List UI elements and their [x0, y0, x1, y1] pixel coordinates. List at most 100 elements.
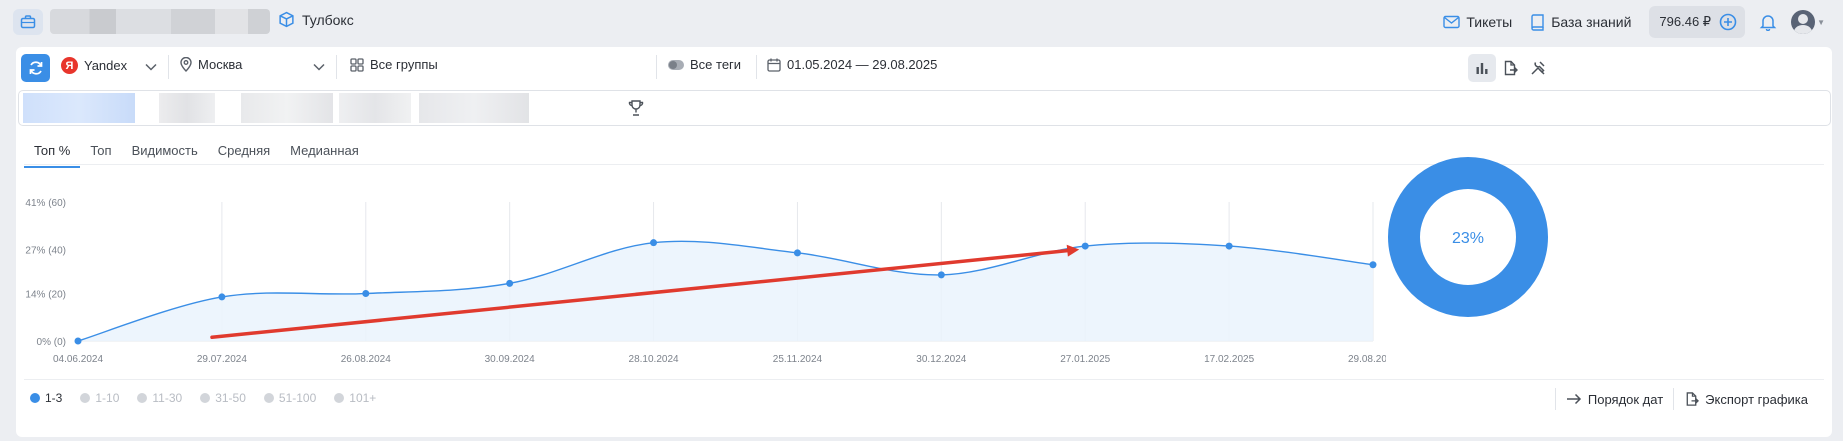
top-bar: Тулбокс Тикеты База знаний 796.46 ₽ [0, 0, 1843, 44]
trophy-icon[interactable] [627, 99, 645, 117]
legend-dot-icon [80, 393, 91, 403]
report-panel: Я Yandex Москва Все группы Вс [16, 47, 1832, 437]
metric-tabs: Топ % Топ Видимость Средняя Медианная [24, 140, 369, 168]
search-engine-select[interactable]: Я Yandex [61, 57, 127, 74]
tab-2[interactable]: Видимость [131, 143, 198, 158]
data-point[interactable] [1081, 242, 1089, 250]
chart-view-button[interactable] [1468, 54, 1496, 82]
data-point[interactable] [1225, 242, 1233, 250]
legend-item[interactable]: 1-3 [30, 391, 62, 405]
tickets-link[interactable]: Тикеты [1443, 14, 1512, 30]
file-export-icon [1686, 392, 1700, 406]
data-point[interactable] [506, 279, 514, 287]
location-pin-icon [180, 57, 192, 72]
refresh-button[interactable] [21, 54, 50, 82]
cube-icon [279, 11, 294, 28]
data-point[interactable] [650, 239, 658, 247]
export-button[interactable] [1496, 54, 1524, 82]
tags-select[interactable]: Все теги [668, 57, 741, 72]
donut-chart: 23% [1388, 157, 1548, 317]
legend-label: 11-30 [152, 391, 183, 405]
legend-dot-icon [263, 393, 274, 403]
data-point[interactable] [362, 290, 370, 298]
y-tick-label: 14% (20) [25, 290, 66, 301]
groups-value: Все группы [370, 57, 438, 72]
series-area [78, 241, 1373, 341]
legend-item[interactable]: 1-10 [80, 391, 119, 405]
balance-value: 796.46 ₽ [1659, 14, 1712, 29]
toolbox-link[interactable]: Тулбокс [278, 11, 354, 28]
legend-item[interactable]: 51-100 [263, 391, 317, 405]
tab-4[interactable]: Медианная [290, 143, 359, 158]
x-tick-label: 27.01.2025 [1060, 354, 1110, 365]
donut-ring [1388, 157, 1548, 317]
x-tick-label: 26.08.2024 [341, 354, 391, 365]
search-engine-value: Yandex [84, 58, 128, 73]
x-tick-label: 30.12.2024 [916, 354, 966, 365]
filters-bar: Я Yandex Москва Все группы Вс [16, 47, 1832, 87]
legend-dot-icon [137, 393, 148, 403]
briefcase-icon [20, 15, 36, 29]
mail-icon [1443, 15, 1461, 29]
legend-item[interactable]: 11-30 [137, 391, 182, 405]
legend-dot-icon [334, 393, 345, 403]
keyword-chip-redacted[interactable] [159, 93, 215, 123]
tab-3[interactable]: Средняя [217, 143, 271, 158]
tickets-label: Тикеты [1466, 14, 1513, 30]
legend-item[interactable]: 101+ [334, 391, 376, 405]
series-line [77, 240, 1374, 342]
chevron-down-icon[interactable] [313, 63, 325, 71]
x-tick-label: 17.02.2025 [1204, 354, 1254, 365]
keyword-chip-redacted[interactable] [339, 93, 411, 123]
date-order-button[interactable]: Порядок дат [1556, 387, 1673, 411]
yandex-logo-icon: Я [61, 57, 78, 74]
y-tick-label: 27% (40) [25, 245, 66, 256]
knowledge-base-label: База знаний [1551, 14, 1632, 30]
chevron-down-icon[interactable]: ▼ [1817, 17, 1825, 27]
refresh-icon [29, 61, 42, 75]
tags-value: Все теги [690, 57, 742, 72]
legend-label: 31-50 [215, 391, 246, 405]
groups-select[interactable]: Все группы [350, 57, 438, 72]
calendar-icon [767, 58, 781, 72]
legend-label: 51-100 [278, 391, 317, 405]
date-range-value: 01.05.2024 — 29.08.2025 [787, 57, 938, 72]
region-select[interactable]: Москва [180, 57, 242, 72]
tab-0[interactable]: Топ % [24, 140, 81, 168]
data-point[interactable] [74, 337, 82, 345]
bell-icon[interactable] [1759, 13, 1777, 31]
data-point[interactable] [793, 249, 801, 257]
keyword-chip-redacted[interactable] [241, 93, 333, 123]
donut-value: 23% [1452, 230, 1484, 247]
add-funds-icon[interactable] [1719, 13, 1737, 31]
date-range-picker[interactable]: 01.05.2024 — 29.08.2025 [767, 57, 937, 72]
keywords-bar[interactable] [18, 90, 1831, 126]
projects-button[interactable] [13, 9, 43, 35]
legend-dot-icon [30, 393, 40, 403]
annotation-arrowhead [1066, 244, 1080, 257]
legend-item[interactable]: 31-50 [200, 391, 246, 405]
wrench-icon [1531, 61, 1545, 75]
data-point[interactable] [218, 293, 226, 301]
data-point[interactable] [937, 271, 945, 279]
keyword-chip-redacted[interactable] [23, 93, 135, 123]
export-chart-button[interactable]: Экспорт графика [1674, 387, 1818, 411]
tools-button[interactable] [1524, 54, 1552, 82]
keyword-chip-redacted[interactable] [419, 93, 529, 123]
avatar[interactable] [1791, 10, 1816, 34]
legend-label: 101+ [349, 391, 377, 405]
file-export-icon [1504, 60, 1518, 76]
x-tick-label: 29.07.2024 [197, 354, 247, 365]
project-name-redacted[interactable] [50, 9, 270, 34]
tab-1[interactable]: Топ [90, 143, 112, 158]
toggle-icon [668, 59, 684, 70]
line-chart: 41% (60) 27% (40) 14% (20) 0% (0) 04.06.2024… [25, 198, 1386, 365]
chevron-down-icon[interactable] [145, 63, 157, 71]
x-tick-label: 28.10.2024 [629, 354, 679, 365]
knowledge-base-link[interactable]: База знаний [1530, 13, 1632, 31]
date-order-label: Порядок дат [1587, 391, 1664, 407]
data-point[interactable] [1369, 261, 1377, 269]
x-tick-label: 30.09.2024 [485, 354, 535, 365]
x-tick-label: 04.06.2024 [53, 354, 103, 365]
toolbox-label: Тулбокс [302, 11, 354, 28]
